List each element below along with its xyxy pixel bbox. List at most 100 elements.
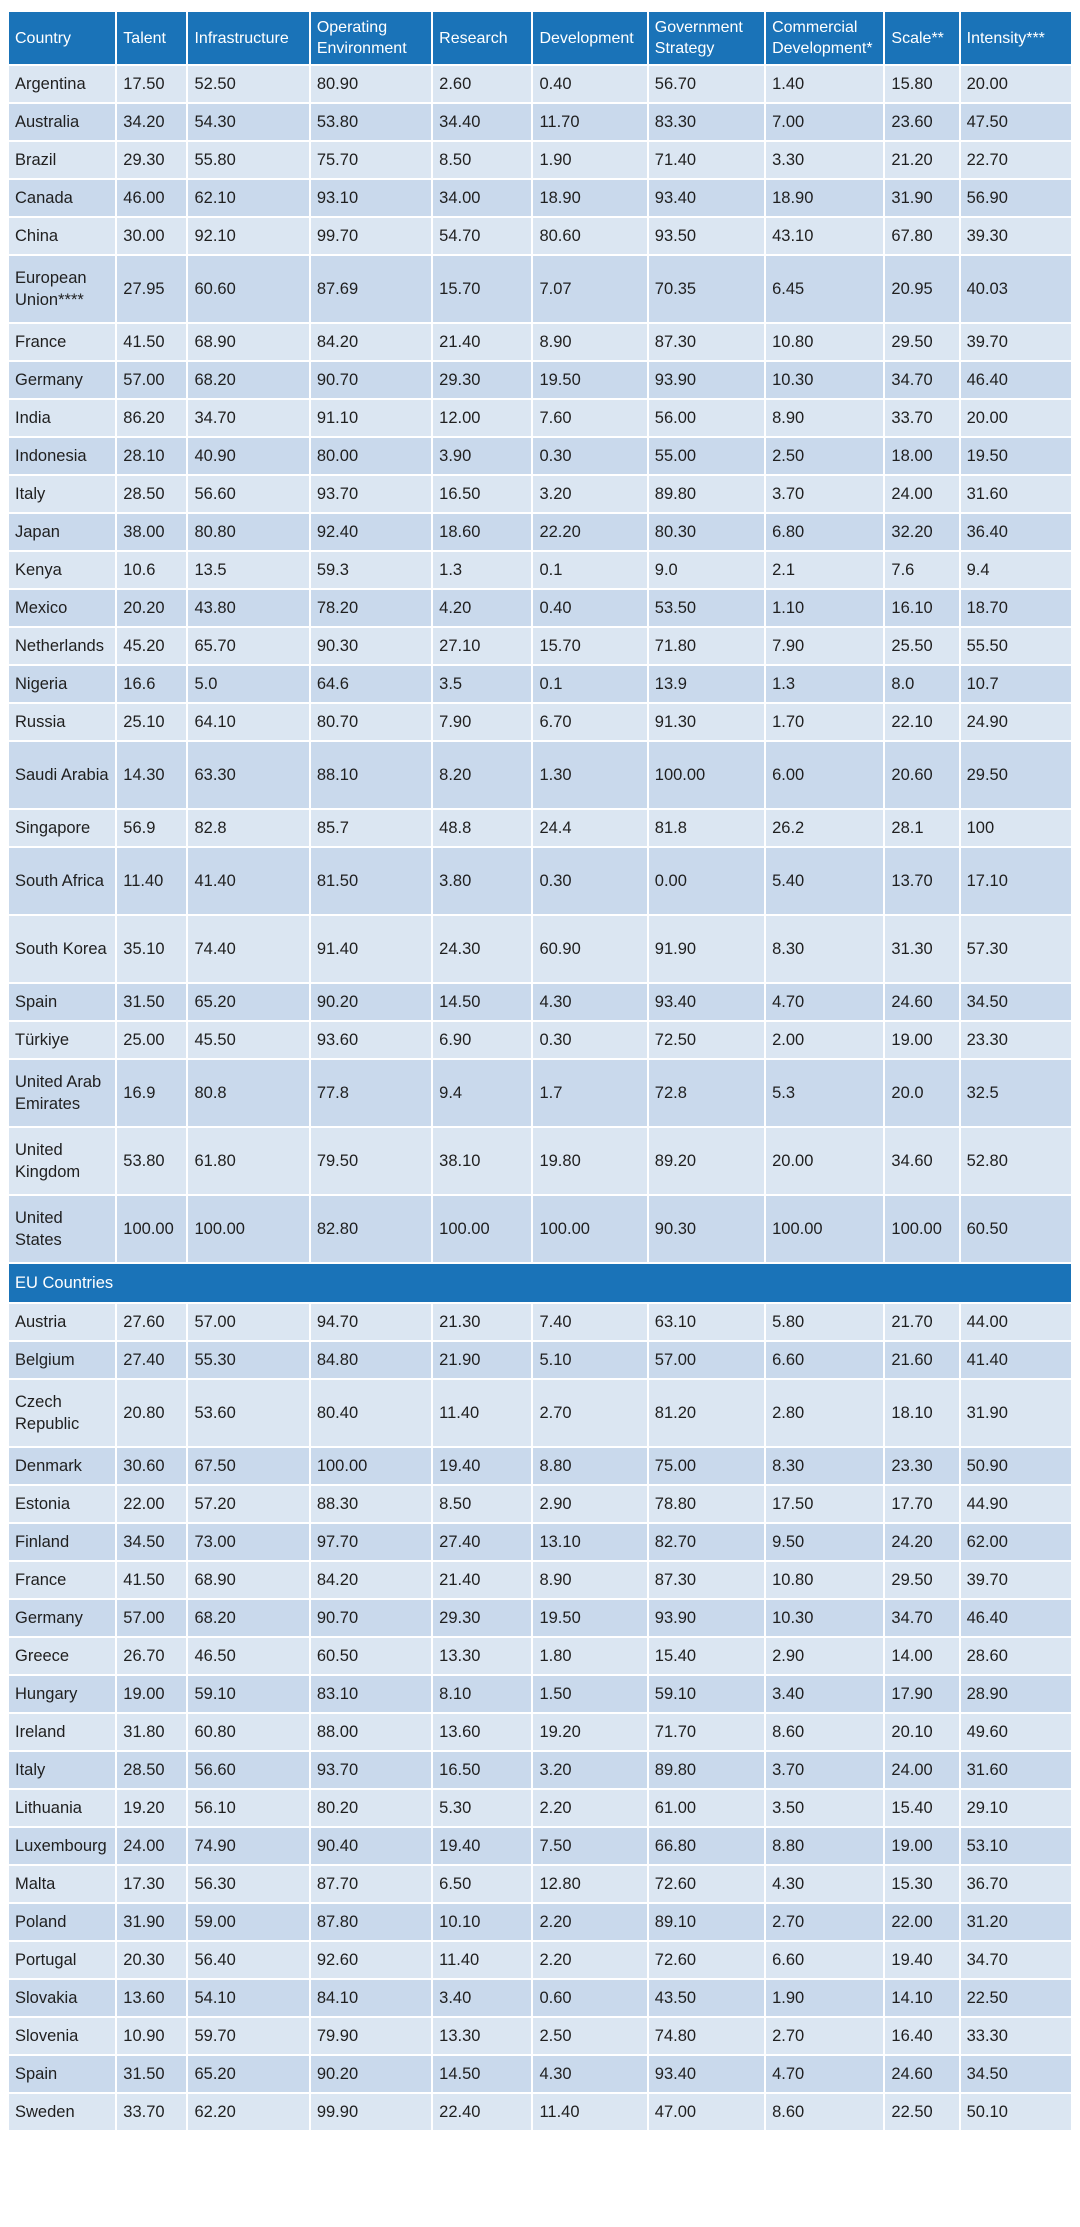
- value-cell-commercial-development: 10.80: [766, 1562, 884, 1598]
- value-cell-intensity: 44.00: [960, 1304, 1071, 1340]
- value-cell-infrastructure: 59.00: [188, 1904, 309, 1940]
- value-cell-scale: 15.40: [885, 1790, 959, 1826]
- value-cell-government-strategy: 89.10: [648, 1904, 765, 1940]
- value-cell-research: 13.30: [433, 1638, 532, 1674]
- value-cell-scale: 67.80: [885, 218, 959, 254]
- value-cell-talent: 20.30: [117, 1942, 187, 1978]
- value-cell-development: 2.70: [533, 1380, 647, 1446]
- table-row: India 86.20 34.70 91.10 12.00 7.60 56.00 8.90 33…: [9, 400, 1071, 436]
- value-cell-research: 3.90: [433, 438, 532, 474]
- value-cell-operating-environment: 93.70: [310, 1752, 432, 1788]
- value-cell-government-strategy: 63.10: [648, 1304, 765, 1340]
- value-cell-talent: 25.00: [117, 1022, 187, 1058]
- value-cell-operating-environment: 82.80: [310, 1196, 432, 1262]
- country-cell: South Africa: [9, 848, 116, 914]
- table-row: Spain 31.50 65.20 90.20 14.50 4.30 93.40 4.70 24…: [9, 2056, 1071, 2092]
- value-cell-research: 11.40: [433, 1380, 532, 1446]
- column-header-scale: Scale**: [885, 12, 959, 64]
- value-cell-operating-environment: 84.10: [310, 1980, 432, 2016]
- value-cell-development: 0.1: [533, 552, 647, 588]
- value-cell-government-strategy: 72.50: [648, 1022, 765, 1058]
- country-cell: Lithuania: [9, 1790, 116, 1826]
- value-cell-government-strategy: 81.8: [648, 810, 765, 846]
- value-cell-scale: 14.10: [885, 1980, 959, 2016]
- value-cell-intensity: 20.00: [960, 400, 1071, 436]
- value-cell-talent: 34.50: [117, 1524, 187, 1560]
- value-cell-talent: 45.20: [117, 628, 187, 664]
- value-cell-infrastructure: 54.10: [188, 1980, 309, 2016]
- value-cell-intensity: 22.50: [960, 1980, 1071, 2016]
- value-cell-scale: 24.00: [885, 1752, 959, 1788]
- value-cell-infrastructure: 5.0: [188, 666, 309, 702]
- country-cell: Luxembourg: [9, 1828, 116, 1864]
- value-cell-commercial-development: 17.50: [766, 1486, 884, 1522]
- value-cell-government-strategy: 72.60: [648, 1942, 765, 1978]
- value-cell-operating-environment: 59.3: [310, 552, 432, 588]
- value-cell-government-strategy: 93.40: [648, 180, 765, 216]
- value-cell-government-strategy: 87.30: [648, 324, 765, 360]
- value-cell-operating-environment: 88.00: [310, 1714, 432, 1750]
- value-cell-scale: 24.20: [885, 1524, 959, 1560]
- value-cell-talent: 41.50: [117, 324, 187, 360]
- value-cell-infrastructure: 40.90: [188, 438, 309, 474]
- column-header-research: Research: [433, 12, 532, 64]
- value-cell-talent: 38.00: [117, 514, 187, 550]
- value-cell-infrastructure: 60.80: [188, 1714, 309, 1750]
- value-cell-development: 11.40: [533, 2094, 647, 2130]
- value-cell-operating-environment: 97.70: [310, 1524, 432, 1560]
- value-cell-scale: 23.60: [885, 104, 959, 140]
- table-row: Germany 57.00 68.20 90.70 29.30 19.50 93.90 10.…: [9, 1600, 1071, 1636]
- value-cell-infrastructure: 45.50: [188, 1022, 309, 1058]
- value-cell-infrastructure: 68.20: [188, 1600, 309, 1636]
- value-cell-development: 60.90: [533, 916, 647, 982]
- value-cell-intensity: 36.70: [960, 1866, 1071, 1902]
- value-cell-talent: 57.00: [117, 362, 187, 398]
- value-cell-scale: 28.1: [885, 810, 959, 846]
- table-row: United States 100.00 100.00 82.80 100.00 100.…: [9, 1196, 1071, 1262]
- value-cell-intensity: 52.80: [960, 1128, 1071, 1194]
- value-cell-operating-environment: 94.70: [310, 1304, 432, 1340]
- value-cell-scale: 21.20: [885, 142, 959, 178]
- value-cell-commercial-development: 2.90: [766, 1638, 884, 1674]
- value-cell-government-strategy: 55.00: [648, 438, 765, 474]
- value-cell-government-strategy: 0.00: [648, 848, 765, 914]
- value-cell-talent: 31.50: [117, 2056, 187, 2092]
- value-cell-development: 19.20: [533, 1714, 647, 1750]
- value-cell-research: 6.50: [433, 1866, 532, 1902]
- value-cell-research: 29.30: [433, 362, 532, 398]
- table-row: Kenya 10.6 13.5 59.3 1.3 0.1 9.0 2.1 7.6 9.4: [9, 552, 1071, 588]
- value-cell-scale: 15.80: [885, 66, 959, 102]
- value-cell-operating-environment: 100.00: [310, 1448, 432, 1484]
- value-cell-talent: 27.40: [117, 1342, 187, 1378]
- table-row: Luxembourg 24.00 74.90 90.40 19.40 7.50 66.80 8…: [9, 1828, 1071, 1864]
- value-cell-infrastructure: 56.10: [188, 1790, 309, 1826]
- value-cell-talent: 53.80: [117, 1128, 187, 1194]
- country-cell: Spain: [9, 984, 116, 1020]
- value-cell-research: 54.70: [433, 218, 532, 254]
- value-cell-research: 11.40: [433, 1942, 532, 1978]
- value-cell-government-strategy: 83.30: [648, 104, 765, 140]
- value-cell-operating-environment: 87.70: [310, 1866, 432, 1902]
- value-cell-research: 22.40: [433, 2094, 532, 2130]
- value-cell-scale: 19.40: [885, 1942, 959, 1978]
- value-cell-intensity: 39.30: [960, 218, 1071, 254]
- value-cell-intensity: 47.50: [960, 104, 1071, 140]
- table-row: Australia 34.20 54.30 53.80 34.40 11.70 83.30 7…: [9, 104, 1071, 140]
- value-cell-commercial-development: 10.30: [766, 362, 884, 398]
- value-cell-scale: 19.00: [885, 1022, 959, 1058]
- value-cell-government-strategy: 89.80: [648, 476, 765, 512]
- value-cell-government-strategy: 91.30: [648, 704, 765, 740]
- value-cell-government-strategy: 56.00: [648, 400, 765, 436]
- table-body: Argentina 17.50 52.50 80.90 2.60 0.40 56.70 1.4…: [9, 66, 1071, 2130]
- value-cell-research: 9.4: [433, 1060, 532, 1126]
- value-cell-development: 24.4: [533, 810, 647, 846]
- value-cell-government-strategy: 70.35: [648, 256, 765, 322]
- value-cell-operating-environment: 91.40: [310, 916, 432, 982]
- value-cell-research: 16.50: [433, 476, 532, 512]
- value-cell-talent: 19.00: [117, 1676, 187, 1712]
- value-cell-commercial-development: 2.70: [766, 1904, 884, 1940]
- value-cell-research: 8.20: [433, 742, 532, 808]
- table-row: Germany 57.00 68.20 90.70 29.30 19.50 93.90 10.…: [9, 362, 1071, 398]
- value-cell-infrastructure: 56.40: [188, 1942, 309, 1978]
- value-cell-scale: 7.6: [885, 552, 959, 588]
